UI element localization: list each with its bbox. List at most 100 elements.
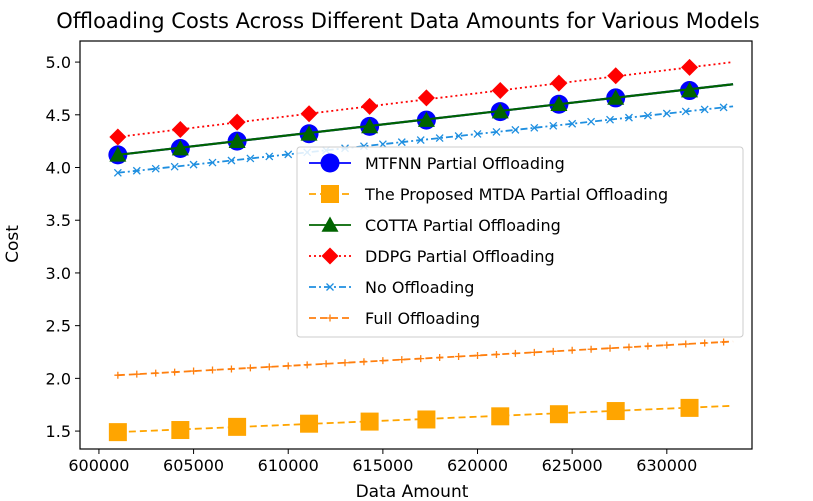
legend-entry: COTTA Partial Offloading bbox=[309, 216, 561, 235]
data-point-x bbox=[606, 115, 614, 124]
data-point-x bbox=[132, 166, 141, 175]
data-point-plus bbox=[209, 366, 217, 374]
data-point-square bbox=[171, 421, 190, 440]
y-tick-label: 3.5 bbox=[46, 211, 71, 230]
data-point-triangle bbox=[491, 103, 509, 119]
series-no-offloading bbox=[113, 103, 734, 177]
data-point-diamond bbox=[228, 113, 246, 131]
x-tick-label: 630000 bbox=[636, 456, 697, 475]
data-point-triangle bbox=[228, 132, 246, 148]
data-point-square bbox=[321, 185, 339, 203]
series-the-proposed-mtda-partial-offloading bbox=[108, 398, 734, 442]
tick-layer: 600000 605000 610000 615000 620000 625000 6300… bbox=[46, 53, 698, 475]
y-tick-label: 4.5 bbox=[46, 106, 71, 125]
data-point-x bbox=[151, 164, 160, 173]
chart-title: Offloading Costs Across Different Data A… bbox=[56, 9, 760, 33]
data-point-plus bbox=[265, 363, 273, 371]
legend-label: DDPG Partial Offloading bbox=[365, 247, 555, 266]
data-point-plus bbox=[455, 353, 463, 361]
x-tick-label: 625000 bbox=[542, 456, 603, 475]
data-point-plus bbox=[568, 346, 576, 354]
series-full-offloading bbox=[114, 338, 734, 379]
data-point-x bbox=[530, 123, 539, 132]
data-point-triangle bbox=[321, 216, 339, 232]
series-line bbox=[117, 105, 734, 174]
data-point-diamond bbox=[361, 97, 379, 115]
data-point-x bbox=[208, 158, 217, 167]
data-point-x bbox=[700, 105, 709, 114]
data-point-square bbox=[360, 412, 379, 431]
data-point-plus bbox=[701, 339, 709, 347]
data-point-diamond bbox=[491, 82, 509, 100]
data-point-plus bbox=[398, 356, 406, 364]
data-point-plus bbox=[171, 368, 179, 376]
data-point-square bbox=[606, 402, 625, 421]
data-point-plus bbox=[606, 344, 614, 352]
data-point-x bbox=[624, 113, 633, 122]
data-point-x bbox=[113, 168, 122, 177]
legend: MTFNN Partial Offloading The Proposed MTD… bbox=[296, 146, 744, 338]
data-point-plus bbox=[492, 350, 500, 358]
data-point-x bbox=[473, 129, 482, 138]
data-point-x bbox=[549, 121, 558, 130]
data-point-plus bbox=[379, 357, 387, 365]
x-tick-label: 620000 bbox=[447, 456, 508, 475]
data-point-x bbox=[416, 136, 425, 145]
data-point-diamond bbox=[607, 67, 625, 85]
data-point-plus bbox=[663, 341, 671, 349]
legend-label: Full Offloading bbox=[365, 309, 480, 328]
data-point-x bbox=[246, 154, 255, 163]
data-point-x bbox=[170, 162, 179, 171]
data-point-plus bbox=[133, 370, 141, 378]
data-point-plus bbox=[587, 345, 595, 353]
data-point-plus bbox=[227, 365, 235, 373]
data-point-diamond bbox=[300, 105, 318, 123]
data-point-triangle bbox=[607, 89, 625, 105]
data-point-diamond bbox=[171, 121, 189, 139]
data-point-x bbox=[492, 127, 501, 136]
legend-label: MTFNN Partial Offloading bbox=[365, 154, 565, 173]
data-point-diamond bbox=[321, 247, 339, 265]
data-point-plus bbox=[511, 349, 519, 357]
plot-frame bbox=[79, 40, 753, 450]
data-point-diamond bbox=[109, 128, 127, 146]
data-point-plus bbox=[417, 355, 425, 363]
legend-entry: No Offloading bbox=[309, 278, 474, 297]
data-point-plus bbox=[322, 360, 330, 368]
data-point-x bbox=[587, 117, 596, 126]
data-point-triangle bbox=[300, 125, 318, 141]
data-point-x bbox=[265, 152, 274, 161]
data-point-square bbox=[417, 410, 436, 429]
x-tick-label: 605000 bbox=[163, 456, 224, 475]
data-point-plus bbox=[284, 362, 292, 370]
data-point-triangle bbox=[361, 117, 379, 134]
data-point-diamond bbox=[417, 89, 435, 107]
legend-entry: DDPG Partial Offloading bbox=[309, 247, 555, 266]
data-point-plus bbox=[530, 348, 538, 356]
data-point-square bbox=[491, 407, 510, 426]
data-point-plus bbox=[360, 358, 368, 366]
data-point-diamond bbox=[681, 58, 699, 76]
data-point-triangle bbox=[109, 146, 127, 162]
data-point-x bbox=[643, 111, 652, 120]
legend-label: No Offloading bbox=[365, 278, 474, 297]
data-point-plus bbox=[303, 361, 311, 369]
data-point-x bbox=[662, 109, 671, 118]
series-ddpg-partial-offloading bbox=[109, 58, 734, 146]
data-point-square bbox=[228, 417, 247, 436]
series-cotta-partial-offloading bbox=[109, 82, 734, 162]
y-tick-label: 3.0 bbox=[46, 264, 71, 283]
data-point-x bbox=[681, 107, 690, 116]
data-point-square bbox=[300, 414, 319, 433]
x-tick-label: 610000 bbox=[258, 456, 319, 475]
data-point-square bbox=[108, 423, 127, 442]
data-point-plus bbox=[644, 342, 652, 350]
y-tick-label: 2.0 bbox=[46, 369, 71, 388]
legend-label: COTTA Partial Offloading bbox=[365, 216, 561, 235]
data-point-triangle bbox=[550, 95, 568, 112]
x-tick-label: 615000 bbox=[352, 456, 413, 475]
data-point-plus bbox=[114, 371, 122, 379]
data-point-x bbox=[454, 132, 463, 140]
y-axis-label: Cost bbox=[3, 225, 23, 263]
